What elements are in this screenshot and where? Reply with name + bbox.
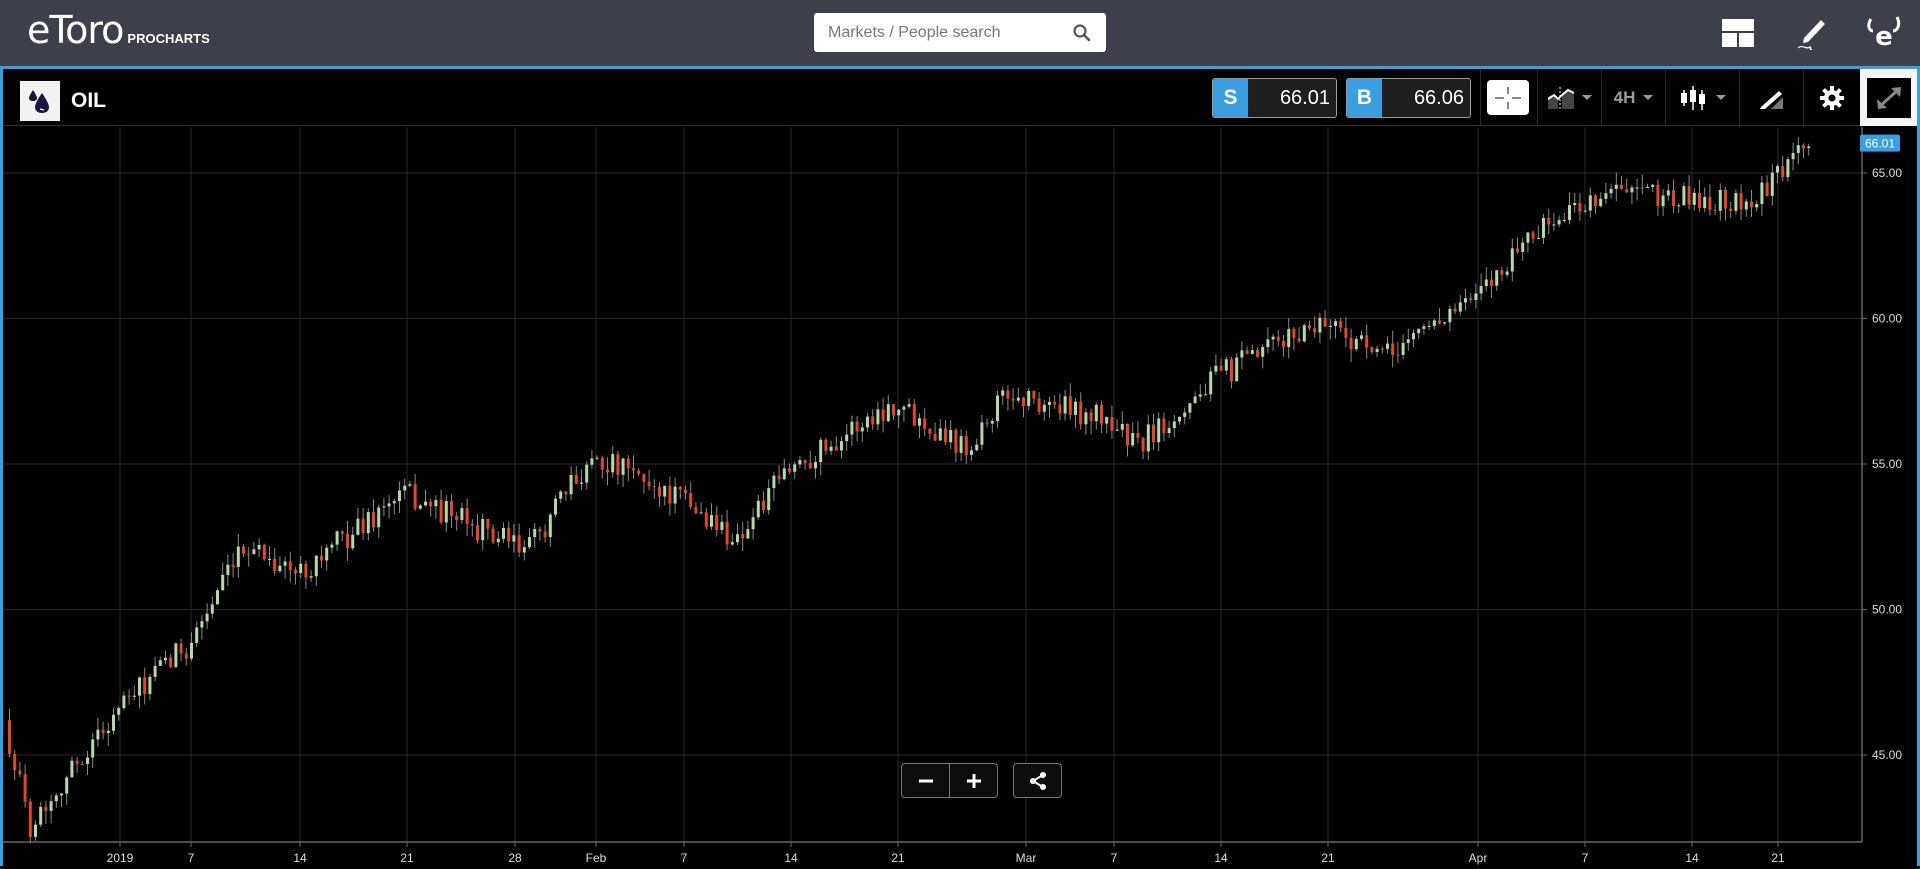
x-axis-label: Mar xyxy=(1016,851,1037,865)
chevron-down-icon xyxy=(1715,95,1726,100)
crosshair-button[interactable] xyxy=(1487,80,1529,115)
x-axis-label: 21 xyxy=(400,851,414,865)
x-axis-label: 14 xyxy=(1214,851,1228,865)
zoom-in-button[interactable] xyxy=(949,763,998,798)
chart-frame: OIL S 66.01 B 66.06 4H xyxy=(0,66,1920,866)
share-icon xyxy=(1029,771,1046,790)
x-axis-label: 7 xyxy=(1582,851,1589,865)
zoom-out-button[interactable] xyxy=(901,763,950,798)
search-icon[interactable] xyxy=(1072,23,1092,43)
x-axis-label: 7 xyxy=(188,851,195,865)
zoom-controls xyxy=(901,763,998,798)
divider xyxy=(1480,69,1481,126)
oil-drops-icon xyxy=(20,81,60,121)
x-axis-label: 7 xyxy=(681,851,688,865)
expand-icon xyxy=(1876,86,1901,109)
etoro-logo[interactable]: eToro PROCHARTS xyxy=(27,10,210,50)
y-axis-label: 50.00 xyxy=(1872,603,1902,617)
indicators-icon xyxy=(1547,86,1574,109)
x-axis-label: 2019 xyxy=(107,851,134,865)
minus-icon xyxy=(918,779,933,782)
x-axis-label: Feb xyxy=(586,851,607,865)
layout-icon xyxy=(1721,19,1754,47)
etoro-e-icon: e xyxy=(1866,16,1900,51)
instrument-name: OIL xyxy=(71,89,106,112)
chevron-down-icon xyxy=(1643,95,1654,100)
y-axis-label: 55.00 xyxy=(1872,457,1902,471)
current-price-badge xyxy=(1860,134,1900,152)
layout-button[interactable] xyxy=(1701,13,1774,53)
x-axis-label: 7 xyxy=(1111,851,1118,865)
logo-subtitle: PROCHARTS xyxy=(127,31,210,46)
y-axis-label: 45.00 xyxy=(1872,748,1902,762)
drawing-tools-button[interactable] xyxy=(1739,69,1803,126)
top-bar: eToro PROCHARTS e xyxy=(0,0,1920,66)
timeframe-dropdown[interactable]: 4H xyxy=(1601,69,1665,126)
logo-text: eToro xyxy=(27,8,124,52)
plus-icon xyxy=(966,773,981,788)
gear-icon xyxy=(1820,85,1844,110)
search-box[interactable] xyxy=(814,13,1106,52)
svg-text:e: e xyxy=(1875,22,1893,51)
sell-price: 66.01 xyxy=(1279,86,1330,109)
drawing-tools-icon xyxy=(1759,90,1783,109)
candlestick-icon xyxy=(1680,85,1705,110)
fullscreen-button[interactable] xyxy=(1860,69,1917,126)
chevron-down-icon xyxy=(1581,95,1592,100)
sell-label: S xyxy=(1213,79,1248,117)
x-axis-label: 14 xyxy=(1685,851,1699,865)
share-button[interactable] xyxy=(1013,763,1062,798)
current-price-label: 66.01 xyxy=(1865,137,1895,151)
x-axis-label: Apr xyxy=(1469,851,1488,865)
y-axis-label: 65.00 xyxy=(1872,166,1902,180)
timeframe-label: 4H xyxy=(1613,87,1636,107)
x-axis-label: 14 xyxy=(293,851,307,865)
crosshair-icon xyxy=(1495,86,1521,109)
buy-label: B xyxy=(1347,79,1382,117)
chart-type-dropdown[interactable] xyxy=(1665,69,1739,126)
buy-price: 66.06 xyxy=(1413,86,1464,109)
pencil-signature-icon xyxy=(1797,20,1825,51)
indicators-dropdown[interactable] xyxy=(1537,69,1601,126)
x-axis-label: 28 xyxy=(508,851,522,865)
signature-button[interactable] xyxy=(1774,13,1847,53)
x-axis-label: 21 xyxy=(1771,851,1785,865)
etoro-home-button[interactable]: e xyxy=(1847,13,1920,53)
buy-button[interactable]: B 66.06 xyxy=(1346,78,1471,118)
x-axis-label: 21 xyxy=(891,851,905,865)
y-axis-label: 60.00 xyxy=(1872,312,1902,326)
search-input[interactable] xyxy=(828,23,1072,42)
chart-header: OIL S 66.01 B 66.06 4H xyxy=(3,69,1917,126)
sell-button[interactable]: S 66.01 xyxy=(1212,78,1337,118)
price-chart[interactable]: 65.00 60.00 55.00 50.00 45.00 2019 7 14 21 28 Feb 7… xyxy=(3,127,1917,869)
x-axis-label: 14 xyxy=(784,851,798,865)
settings-button[interactable] xyxy=(1803,69,1860,126)
x-axis-label: 21 xyxy=(1321,851,1335,865)
